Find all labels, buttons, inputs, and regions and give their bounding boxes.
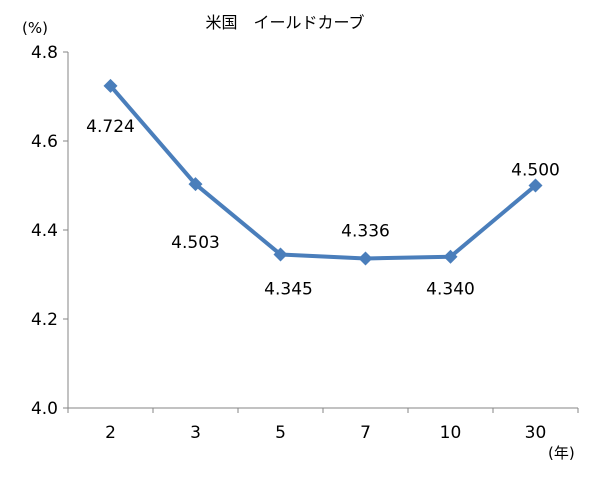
data-points	[103, 78, 543, 266]
data-point-marker	[528, 178, 543, 193]
x-tick-label: 5	[275, 423, 286, 443]
y-tick-label: 4.2	[31, 310, 58, 330]
x-tick-label: 7	[360, 423, 371, 443]
y-tick-label: 4.6	[31, 132, 58, 152]
data-label: 4.340	[426, 280, 475, 300]
axes	[63, 51, 579, 413]
series-line-group	[108, 83, 538, 261]
data-label: 4.503	[171, 233, 220, 253]
x-axis-unit: (年)	[548, 444, 575, 462]
data-label: 4.345	[264, 279, 313, 299]
data-point-marker	[358, 251, 373, 266]
chart-title: 米国 イールドカーブ	[205, 13, 364, 32]
y-axis-unit: (%)	[22, 19, 48, 37]
y-tick-labels: 4.0 4.2 4.4 4.6 4.8	[31, 43, 58, 419]
series-line	[108, 83, 538, 261]
y-tick-label: 4.0	[31, 399, 58, 419]
data-label: 4.724	[86, 117, 135, 137]
data-point-marker	[188, 177, 203, 192]
data-point-marker	[103, 78, 118, 93]
y-tick-label: 4.4	[31, 221, 58, 241]
data-labels: 4.724 4.503 4.345 4.336 4.340 4.500	[86, 117, 560, 300]
x-tick-label: 2	[105, 423, 116, 443]
data-label: 4.500	[511, 161, 560, 181]
data-point-marker	[443, 249, 458, 264]
x-tick-label: 10	[440, 423, 462, 443]
x-tick-labels: 2 3 5 7 10 30	[105, 423, 546, 443]
x-tick-label: 30	[525, 423, 547, 443]
data-label: 4.336	[341, 221, 390, 241]
x-tick-label: 3	[190, 423, 201, 443]
y-tick-label: 4.8	[31, 43, 58, 63]
data-point-marker	[273, 247, 288, 262]
